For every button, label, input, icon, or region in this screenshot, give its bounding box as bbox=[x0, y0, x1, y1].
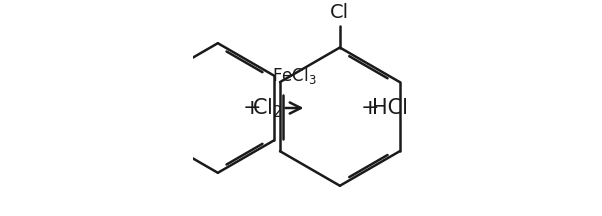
Text: +: + bbox=[361, 98, 379, 118]
Text: HCl: HCl bbox=[371, 98, 408, 118]
Text: +: + bbox=[243, 98, 262, 118]
Text: Cl$_2$: Cl$_2$ bbox=[252, 96, 283, 120]
Text: FeCl$_3$: FeCl$_3$ bbox=[272, 65, 317, 86]
Text: Cl: Cl bbox=[330, 3, 349, 22]
